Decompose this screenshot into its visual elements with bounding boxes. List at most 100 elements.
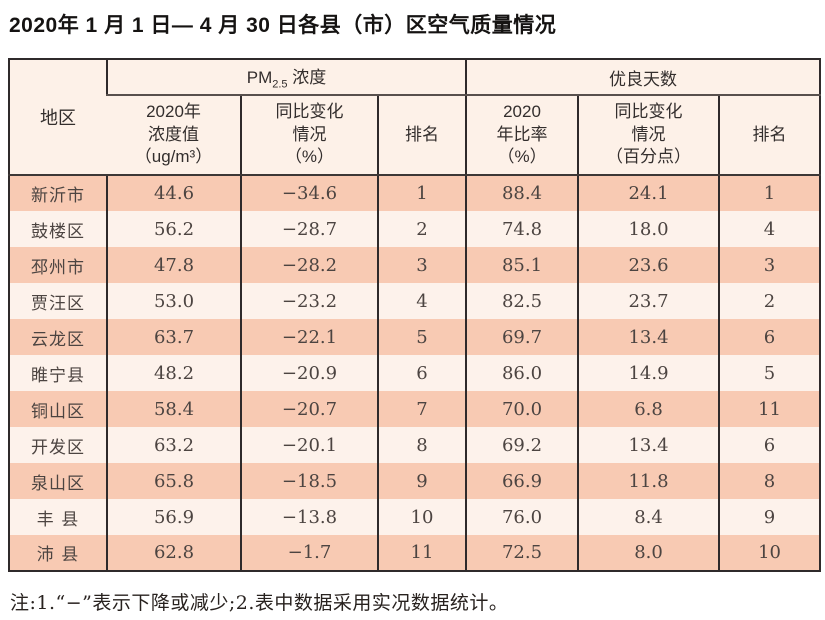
cell-pm-value: 56.9 [106, 499, 241, 535]
header-group-row: 地区 PM2.5 浓度 优良天数 [9, 59, 821, 176]
cell-pm-value: 63.7 [106, 319, 241, 355]
cell-pm-rank: 1 [376, 175, 467, 211]
cell-good-change: 13.4 [577, 319, 720, 355]
cell-pm-change: −28.7 [240, 211, 378, 247]
air-quality-table: 地区 PM2.5 浓度 优良天数 2020年 浓度值 （ug/m³） 同比变化 … [8, 58, 822, 572]
cell-pm-rank: 6 [376, 355, 467, 391]
cell-pm-value: 56.2 [106, 211, 241, 247]
cell-region: 贾汪区 [9, 283, 107, 319]
cell-good-ratio: 69.2 [465, 427, 579, 463]
cell-pm-rank: 7 [376, 391, 467, 427]
cell-pm-value: 44.6 [106, 175, 241, 211]
cell-pm-value: 65.8 [106, 463, 241, 499]
cell-good-change: 8.0 [577, 535, 720, 571]
cell-pm-change: −22.1 [240, 319, 378, 355]
cell-good-rank: 5 [718, 355, 821, 391]
table-row: 沛 县 62.8 −1.7 11 72.5 8.0 10 [9, 535, 821, 571]
cell-good-ratio: 85.1 [465, 247, 579, 283]
cell-pm-change: −20.9 [240, 355, 378, 391]
cell-good-ratio: 88.4 [465, 175, 579, 211]
cell-pm-rank: 11 [376, 535, 467, 571]
table-row: 铜山区 58.4 −20.7 7 70.0 6.8 11 [9, 391, 821, 427]
cell-region: 新沂市 [9, 175, 107, 211]
table-row: 泉山区 65.8 −18.5 9 66.9 11.8 8 [9, 463, 821, 499]
cell-pm-value: 47.8 [106, 247, 241, 283]
cell-pm-change: −1.7 [240, 535, 378, 571]
page-title: 2020年 1 月 1 日— 4 月 30 日各县（市）区空气质量情况 [9, 14, 557, 37]
column-header-pm-change: 同比变化 情况 （%） [240, 95, 378, 176]
cell-good-change: 24.1 [577, 175, 720, 211]
table-row: 邳州市 47.8 −28.2 3 85.1 23.6 3 [9, 247, 821, 283]
cell-pm-rank: 3 [376, 247, 467, 283]
cell-good-ratio: 69.7 [465, 319, 579, 355]
cell-good-rank: 6 [718, 427, 821, 463]
column-group-pm25: PM2.5 浓度 [105, 59, 467, 96]
table-header: 地区 PM2.5 浓度 优良天数 2020年 浓度值 （ug/m³） 同比变化 … [9, 59, 821, 176]
table-row: 鼓楼区 56.2 −28.7 2 74.8 18.0 4 [9, 211, 821, 247]
cell-pm-value: 53.0 [106, 283, 241, 319]
cell-good-ratio: 72.5 [465, 535, 579, 571]
cell-region: 云龙区 [9, 319, 107, 355]
cell-good-rank: 1 [718, 175, 821, 211]
cell-pm-change: −18.5 [240, 463, 378, 499]
cell-pm-change: −13.8 [240, 499, 378, 535]
cell-good-rank: 6 [718, 319, 821, 355]
column-header-good-rank: 排名 [718, 95, 821, 176]
table-row: 新沂市 44.6 −34.6 1 88.4 24.1 1 [9, 175, 821, 211]
cell-good-rank: 8 [718, 463, 821, 499]
pm25-label-subscript: 2.5 [272, 78, 288, 91]
cell-pm-value: 48.2 [106, 355, 241, 391]
cell-good-rank: 4 [718, 211, 821, 247]
cell-region: 泉山区 [9, 463, 107, 499]
cell-pm-change: −23.2 [240, 283, 378, 319]
cell-good-change: 18.0 [577, 211, 720, 247]
cell-pm-rank: 9 [376, 463, 467, 499]
cell-good-rank: 2 [718, 283, 821, 319]
cell-good-change: 23.7 [577, 283, 720, 319]
cell-good-change: 13.4 [577, 427, 720, 463]
cell-good-change: 23.6 [577, 247, 720, 283]
cell-good-rank: 11 [718, 391, 821, 427]
cell-good-change: 6.8 [577, 391, 720, 427]
column-header-good-change: 同比变化 情况 （百分点） [577, 95, 720, 176]
cell-region: 邳州市 [9, 247, 107, 283]
cell-pm-rank: 2 [376, 211, 467, 247]
cell-region: 丰 县 [9, 499, 107, 535]
cell-pm-value: 62.8 [106, 535, 241, 571]
cell-good-rank: 10 [718, 535, 821, 571]
pm25-label-prefix: PM [246, 68, 273, 88]
cell-good-ratio: 74.8 [465, 211, 579, 247]
cell-pm-change: −28.2 [240, 247, 378, 283]
cell-good-ratio: 86.0 [465, 355, 579, 391]
cell-pm-change: −34.6 [240, 175, 378, 211]
cell-pm-value: 63.2 [106, 427, 241, 463]
cell-pm-rank: 8 [376, 427, 467, 463]
column-header-pm-value: 2020年 浓度值 （ug/m³） [107, 95, 241, 176]
cell-pm-rank: 10 [376, 499, 467, 535]
cell-region: 沛 县 [9, 535, 107, 571]
cell-region: 开发区 [9, 427, 107, 463]
cell-region: 睢宁县 [9, 355, 107, 391]
cell-region: 铜山区 [9, 391, 107, 427]
cell-good-rank: 9 [718, 499, 821, 535]
cell-region: 鼓楼区 [9, 211, 107, 247]
table-row: 丰 县 56.9 −13.8 10 76.0 8.4 9 [9, 499, 821, 535]
table-row: 云龙区 63.7 −22.1 5 69.7 13.4 6 [9, 319, 821, 355]
cell-good-change: 14.9 [577, 355, 720, 391]
column-header-good-ratio: 2020 年比率 （%） [465, 95, 579, 176]
table-body: 新沂市 44.6 −34.6 1 88.4 24.1 1 鼓楼区 56.2 −28.7 2 74.8 1… [9, 175, 821, 571]
table-row: 贾汪区 53.0 −23.2 4 82.5 23.7 2 [9, 283, 821, 319]
table-row: 睢宁县 48.2 −20.9 6 86.0 14.9 5 [9, 355, 821, 391]
cell-good-change: 8.4 [577, 499, 720, 535]
cell-good-ratio: 70.0 [465, 391, 579, 427]
footnote: 注:1.“−”表示下降或减少;2.表中数据采用实况数据统计。 [10, 592, 509, 614]
cell-good-ratio: 66.9 [465, 463, 579, 499]
table-row: 开发区 63.2 −20.1 8 69.2 13.4 6 [9, 427, 821, 463]
cell-pm-rank: 5 [376, 319, 467, 355]
column-header-pm-rank: 排名 [376, 95, 467, 176]
cell-pm-change: −20.7 [240, 391, 378, 427]
header-sub-row: 2020年 浓度值 （ug/m³） 同比变化 情况 （%） 排名 2020 年比… [9, 95, 821, 176]
cell-good-ratio: 82.5 [465, 283, 579, 319]
column-header-region: 地区 [9, 59, 107, 176]
